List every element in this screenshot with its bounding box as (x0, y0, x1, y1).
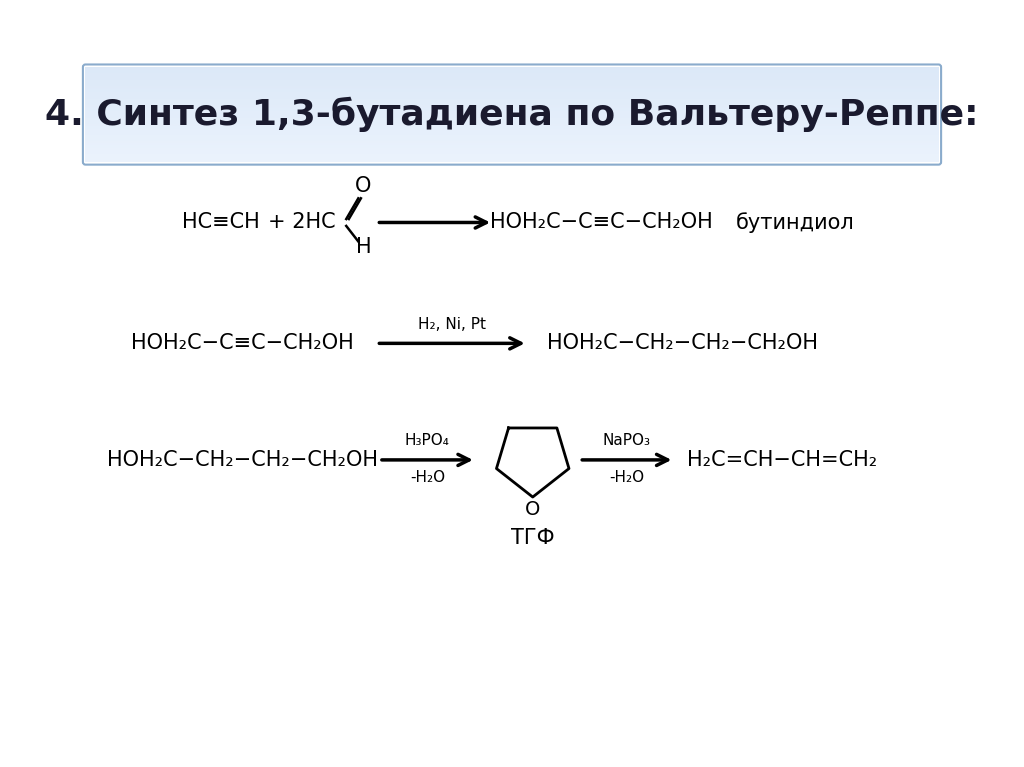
Bar (85, 71, 939, 72)
Bar (85, 120, 939, 121)
Bar (85, 84, 939, 86)
Bar (85, 89, 939, 91)
Text: NaPO₃: NaPO₃ (603, 433, 651, 449)
Text: -H₂O: -H₂O (609, 469, 644, 485)
Bar (85, 132, 939, 133)
Bar (85, 69, 939, 71)
Bar (85, 99, 939, 100)
Bar (85, 133, 939, 135)
Text: HOH₂C−CH₂−CH₂−CH₂OH: HOH₂C−CH₂−CH₂−CH₂OH (548, 334, 818, 354)
Bar (85, 114, 939, 116)
Bar (85, 126, 939, 127)
Bar (85, 74, 939, 75)
Bar (85, 86, 939, 87)
Text: ТГФ: ТГФ (511, 528, 555, 548)
Text: HOH₂C−CH₂−CH₂−CH₂OH: HOH₂C−CH₂−CH₂−CH₂OH (108, 450, 378, 470)
Bar (85, 108, 939, 110)
Text: HOH₂C−C≡C−CH₂OH: HOH₂C−C≡C−CH₂OH (489, 212, 713, 232)
Bar (85, 72, 939, 74)
Bar (85, 104, 939, 105)
Bar (85, 67, 939, 69)
Bar (85, 127, 939, 129)
Bar (85, 100, 939, 102)
Text: H₂C=CH−CH=CH₂: H₂C=CH−CH=CH₂ (687, 450, 878, 470)
Bar (85, 148, 939, 150)
Text: -H₂O: -H₂O (410, 469, 445, 485)
Bar (85, 80, 939, 81)
Bar (85, 94, 939, 96)
Bar (85, 91, 939, 92)
Bar (85, 83, 939, 84)
Bar (85, 116, 939, 117)
Bar (85, 156, 939, 157)
Text: H₂, Ni, Pt: H₂, Ni, Pt (419, 317, 486, 332)
Bar (85, 150, 939, 151)
Bar (85, 160, 939, 162)
Text: O: O (355, 176, 372, 196)
Text: HOH₂C−C≡C−CH₂OH: HOH₂C−C≡C−CH₂OH (131, 334, 354, 354)
Text: HC≡CH: HC≡CH (182, 212, 260, 232)
Bar (85, 121, 939, 123)
Text: O: O (525, 499, 541, 518)
Bar (85, 154, 939, 156)
Bar (85, 124, 939, 126)
Bar (85, 102, 939, 104)
Text: H: H (355, 237, 372, 257)
Bar (85, 105, 939, 107)
Text: 4. Синтез 1,3-бутадиена по Вальтеру-Реппе:: 4. Синтез 1,3-бутадиена по Вальтеру-Репп… (45, 97, 979, 132)
Bar (85, 123, 939, 124)
Bar (85, 110, 939, 111)
Text: бутиндиол: бутиндиол (736, 212, 855, 233)
Bar (85, 159, 939, 160)
Text: + 2HC: + 2HC (267, 212, 335, 232)
Bar (85, 81, 939, 83)
Bar (85, 130, 939, 132)
Bar (85, 129, 939, 130)
Bar (85, 77, 939, 78)
Bar (85, 138, 939, 140)
Bar (85, 146, 939, 148)
Bar (85, 143, 939, 145)
Bar (85, 111, 939, 113)
Text: H₃PO₄: H₃PO₄ (404, 433, 450, 449)
Bar (85, 141, 939, 143)
Bar (85, 87, 939, 89)
Bar (85, 96, 939, 97)
Bar (85, 75, 939, 77)
Bar (85, 117, 939, 120)
Bar (85, 137, 939, 138)
Bar (85, 157, 939, 159)
Bar (85, 78, 939, 80)
Bar (85, 140, 939, 141)
Bar (85, 145, 939, 146)
Bar (85, 97, 939, 99)
Bar (85, 107, 939, 108)
Bar (85, 135, 939, 137)
Bar (85, 113, 939, 114)
Bar (85, 151, 939, 153)
Bar (85, 153, 939, 154)
Bar (85, 92, 939, 94)
